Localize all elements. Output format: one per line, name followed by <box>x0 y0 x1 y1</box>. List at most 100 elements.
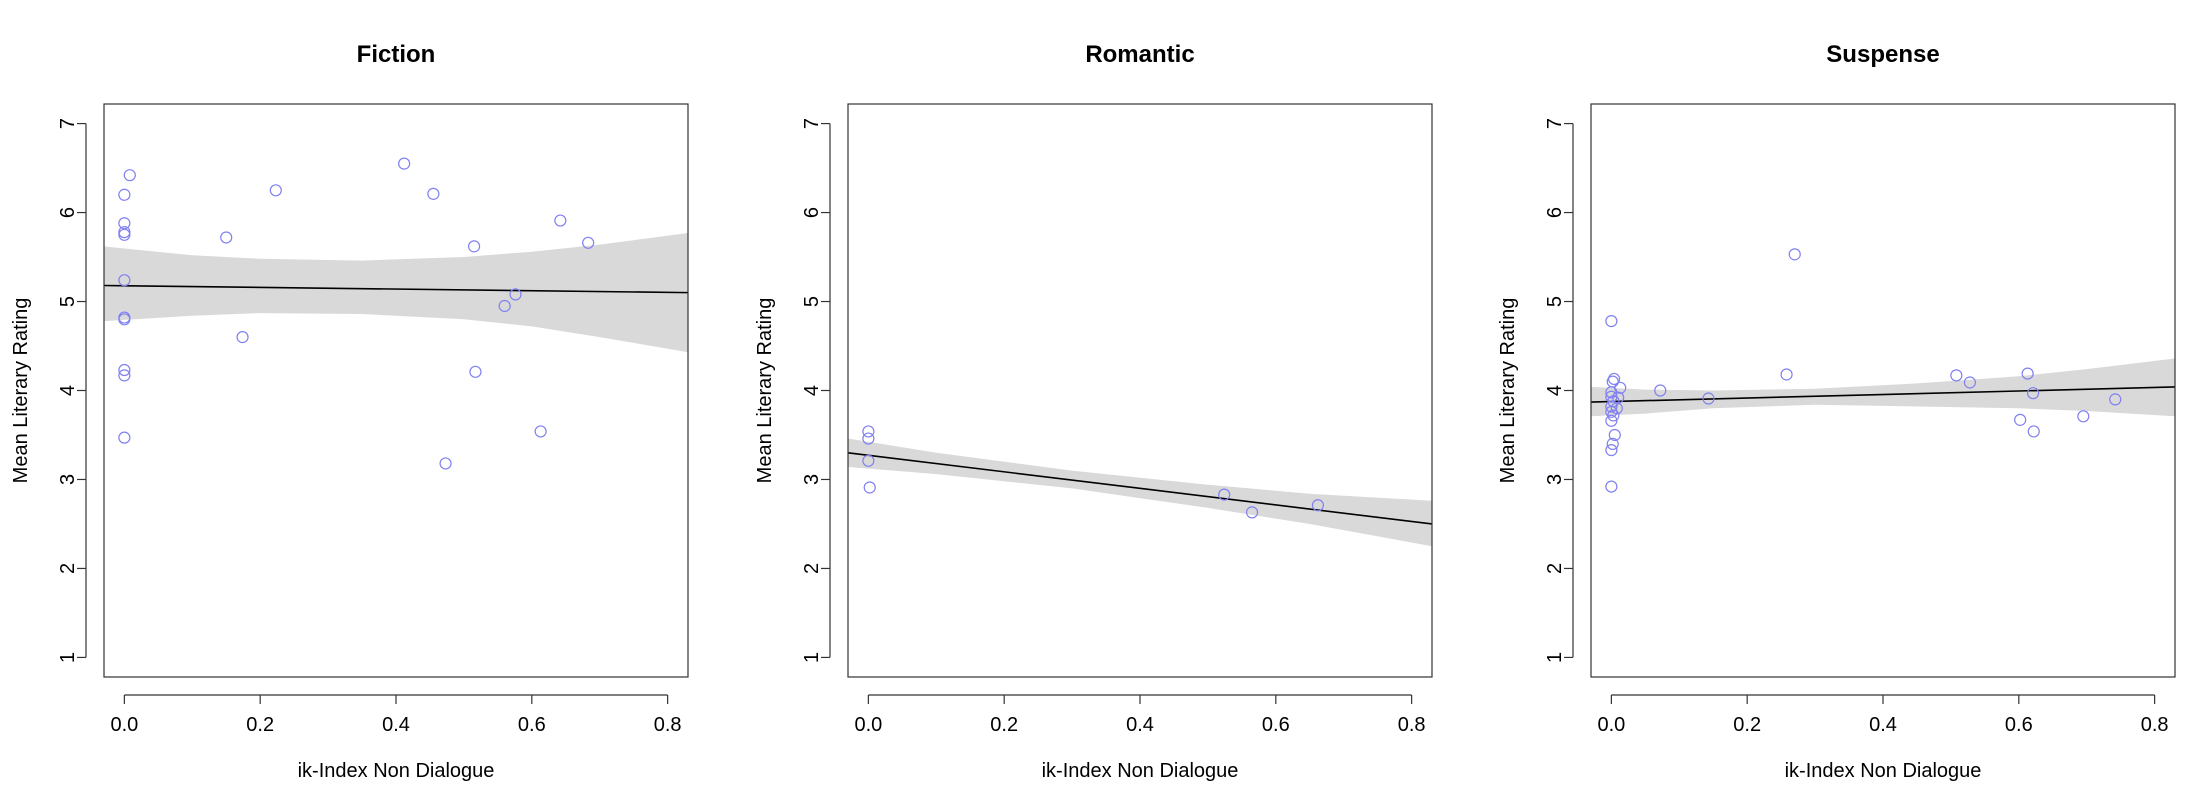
data-point <box>1654 384 1667 397</box>
y-tick-label: 3 <box>1544 474 1566 485</box>
x-tick-label: 0.8 <box>2141 714 2169 736</box>
data-point <box>469 365 482 378</box>
data-point <box>123 169 136 182</box>
regression-line <box>847 451 1433 525</box>
data-point <box>1605 414 1618 427</box>
data-point <box>1605 480 1618 493</box>
x-axis-label: ik-Index Non Dialogue <box>1042 760 1239 782</box>
y-tick-label: 6 <box>57 207 79 218</box>
y-tick-label: 7 <box>801 118 823 129</box>
data-point <box>118 226 131 239</box>
data-point <box>427 187 440 200</box>
data-point <box>1950 369 1963 382</box>
panel-title: Fiction <box>357 41 436 68</box>
data-point <box>862 454 875 467</box>
regression-line <box>1590 386 2176 403</box>
y-tick-label: 4 <box>57 385 79 396</box>
data-point <box>2026 387 2040 400</box>
data-point <box>534 425 547 438</box>
panel-fiction: 0.0 0.2 0.4 0.6 0.8 1 2 3 4 5 6 7 Fiction ik-Index No… <box>10 41 689 782</box>
data-point <box>1311 499 1325 512</box>
plot-frame <box>103 103 689 678</box>
data-point <box>1788 248 1801 261</box>
data-point <box>2077 410 2090 423</box>
data-point <box>439 457 452 470</box>
regression-line <box>103 284 689 294</box>
panel-title: Suspense <box>1826 41 1939 68</box>
data-point <box>118 369 131 382</box>
data-point <box>1702 392 1715 405</box>
data-point <box>1605 444 1618 457</box>
x-tick-label: 0.2 <box>1733 714 1761 736</box>
data-point <box>1605 314 1618 328</box>
data-point <box>1610 402 1623 415</box>
data-point <box>554 214 567 227</box>
confidence-band <box>1591 358 2175 417</box>
y-axis-label: Mean Literary Rating <box>10 298 32 484</box>
x-tick-label: 0.4 <box>1126 714 1154 736</box>
data-point <box>467 240 481 253</box>
y-tick-label: 3 <box>57 474 79 485</box>
x-tick-label: 0.4 <box>1869 714 1897 736</box>
confidence-band <box>104 233 688 353</box>
data-point <box>862 425 875 438</box>
data-point <box>863 481 876 494</box>
y-tick-label: 7 <box>57 118 79 129</box>
data-point <box>118 274 131 287</box>
y-tick-label: 1 <box>1544 652 1566 663</box>
y-tick-label: 6 <box>1544 207 1566 218</box>
y-axis-label: Mean Literary Rating <box>754 298 776 484</box>
y-tick-label: 7 <box>1544 118 1566 129</box>
y-tick-label: 6 <box>801 207 823 218</box>
y-tick-label: 5 <box>57 296 79 307</box>
data-point <box>498 299 511 313</box>
y-tick-label: 3 <box>801 474 823 485</box>
data-point <box>118 228 131 241</box>
y-tick-label: 5 <box>1544 296 1566 307</box>
y-tick-label: 1 <box>801 652 823 663</box>
y-tick-label: 5 <box>801 296 823 307</box>
data-point <box>118 431 131 444</box>
y-tick-label: 2 <box>1544 563 1566 574</box>
panel-romantic: 0.0 0.2 0.4 0.6 0.8 1 2 3 4 5 6 7 Romantic ik-Index N… <box>754 41 1433 782</box>
data-point <box>862 432 875 445</box>
plot-frame <box>1590 103 2176 678</box>
confidence-band <box>848 438 1432 547</box>
data-point <box>220 231 233 244</box>
data-point <box>2027 425 2040 438</box>
x-tick-label: 0.6 <box>1262 714 1290 736</box>
x-tick-label: 0.8 <box>1398 714 1426 736</box>
x-tick-label: 0.0 <box>1597 714 1625 736</box>
data-point <box>1605 400 1618 413</box>
y-axis-label: Mean Literary Rating <box>1497 298 1519 484</box>
data-point <box>1963 376 1977 389</box>
data-point <box>509 288 522 301</box>
data-point <box>1606 437 1619 450</box>
panel-title: Romantic <box>1085 41 1194 68</box>
data-point <box>236 331 249 344</box>
y-tick-label: 4 <box>1544 385 1566 396</box>
panel-suspense: 0.0 0.2 0.4 0.6 0.8 1 2 3 4 5 6 7 Suspense ik-Index N… <box>1497 41 2176 782</box>
data-point <box>2109 393 2122 406</box>
x-tick-label: 0.2 <box>246 714 274 736</box>
y-tick-label: 2 <box>801 563 823 574</box>
data-point <box>118 313 131 326</box>
data-point <box>582 236 595 249</box>
data-point <box>1608 428 1621 442</box>
data-point <box>1614 381 1627 394</box>
y-tick-label: 2 <box>57 563 79 574</box>
data-point <box>1607 409 1620 422</box>
x-tick-label: 0.8 <box>654 714 682 736</box>
data-point <box>118 363 131 377</box>
data-point <box>2021 367 2034 380</box>
x-tick-label: 0.6 <box>2005 714 2033 736</box>
x-tick-label: 0.0 <box>854 714 882 736</box>
plot-frame <box>847 103 1433 678</box>
data-point <box>269 184 282 197</box>
x-tick-label: 0.2 <box>990 714 1018 736</box>
x-tick-label: 0.4 <box>382 714 410 736</box>
x-axis-label: ik-Index Non Dialogue <box>298 760 495 782</box>
data-point <box>1245 506 1259 519</box>
y-tick-label: 4 <box>801 385 823 396</box>
